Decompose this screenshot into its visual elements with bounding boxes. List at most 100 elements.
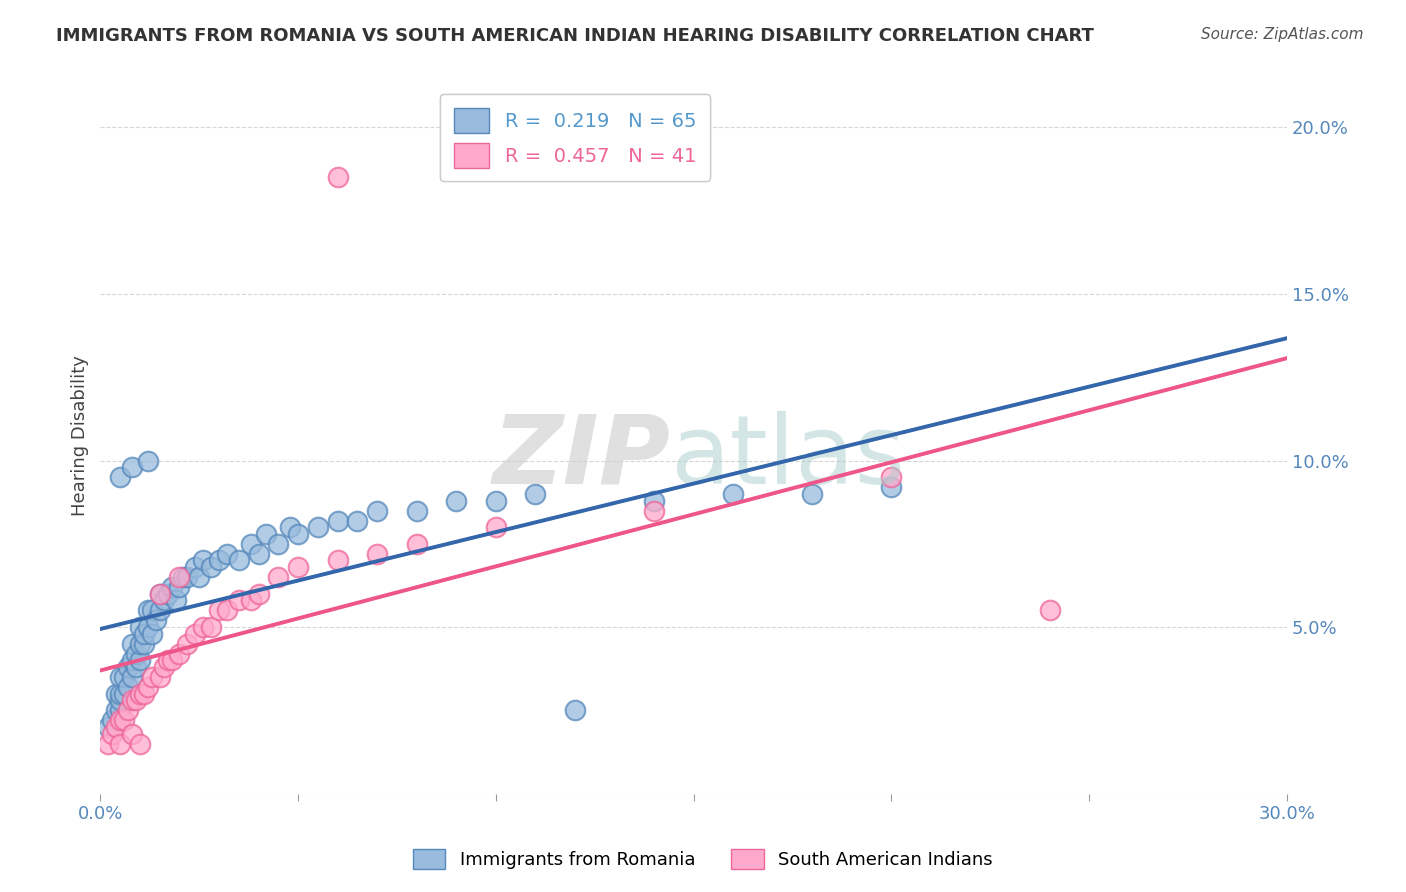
Point <box>105 687 128 701</box>
Point <box>326 553 349 567</box>
Point <box>152 660 174 674</box>
Point <box>121 693 143 707</box>
Y-axis label: Hearing Disability: Hearing Disability <box>72 355 89 516</box>
Point <box>239 593 262 607</box>
Point <box>278 520 301 534</box>
Point <box>149 587 172 601</box>
Point <box>267 570 290 584</box>
Point <box>141 670 163 684</box>
Point <box>172 570 194 584</box>
Point <box>136 680 159 694</box>
Point <box>149 603 172 617</box>
Point <box>125 660 148 674</box>
Point <box>132 627 155 641</box>
Text: atlas: atlas <box>669 410 905 504</box>
Point <box>176 570 198 584</box>
Point <box>149 670 172 684</box>
Point <box>156 653 179 667</box>
Point <box>129 637 152 651</box>
Point <box>117 660 139 674</box>
Text: Source: ZipAtlas.com: Source: ZipAtlas.com <box>1201 27 1364 42</box>
Point <box>801 487 824 501</box>
Point <box>247 547 270 561</box>
Point <box>267 537 290 551</box>
Point <box>160 653 183 667</box>
Point <box>366 547 388 561</box>
Point <box>108 470 131 484</box>
Point <box>405 537 427 551</box>
Point <box>326 514 349 528</box>
Point <box>141 627 163 641</box>
Point <box>287 526 309 541</box>
Point <box>121 637 143 651</box>
Point <box>108 737 131 751</box>
Point <box>564 703 586 717</box>
Point <box>169 570 191 584</box>
Point <box>121 670 143 684</box>
Point <box>121 653 143 667</box>
Point <box>228 553 250 567</box>
Point <box>346 514 368 528</box>
Point <box>121 727 143 741</box>
Point <box>256 526 278 541</box>
Point <box>156 587 179 601</box>
Text: ZIP: ZIP <box>492 410 669 504</box>
Point <box>193 620 215 634</box>
Point <box>136 603 159 617</box>
Point <box>112 687 135 701</box>
Point <box>287 560 309 574</box>
Point <box>188 570 211 584</box>
Text: IMMIGRANTS FROM ROMANIA VS SOUTH AMERICAN INDIAN HEARING DISABILITY CORRELATION : IMMIGRANTS FROM ROMANIA VS SOUTH AMERICA… <box>56 27 1094 45</box>
Point <box>108 670 131 684</box>
Point <box>121 460 143 475</box>
Point <box>326 170 349 185</box>
Point <box>112 670 135 684</box>
Point <box>169 647 191 661</box>
Point <box>152 593 174 607</box>
Point <box>208 553 231 567</box>
Point <box>200 620 222 634</box>
Point <box>485 493 508 508</box>
Point <box>117 703 139 717</box>
Point <box>880 480 903 494</box>
Point <box>721 487 744 501</box>
Point <box>239 537 262 551</box>
Point <box>101 714 124 728</box>
Point <box>307 520 329 534</box>
Point <box>97 737 120 751</box>
Point <box>129 653 152 667</box>
Point <box>215 603 238 617</box>
Point <box>366 503 388 517</box>
Point <box>108 714 131 728</box>
Point <box>643 503 665 517</box>
Point <box>125 693 148 707</box>
Point <box>169 580 191 594</box>
Point <box>165 593 187 607</box>
Point <box>184 627 207 641</box>
Point <box>193 553 215 567</box>
Point <box>524 487 547 501</box>
Point <box>136 620 159 634</box>
Point <box>405 503 427 517</box>
Point <box>136 453 159 467</box>
Point <box>125 647 148 661</box>
Point <box>228 593 250 607</box>
Point <box>485 520 508 534</box>
Point <box>176 637 198 651</box>
Point <box>112 714 135 728</box>
Point <box>105 720 128 734</box>
Point <box>643 493 665 508</box>
Point <box>108 703 131 717</box>
Point <box>145 614 167 628</box>
Point <box>132 687 155 701</box>
Point <box>200 560 222 574</box>
Point <box>108 687 131 701</box>
Point <box>160 580 183 594</box>
Point <box>208 603 231 617</box>
Point <box>97 720 120 734</box>
Point <box>880 470 903 484</box>
Legend: Immigrants from Romania, South American Indians: Immigrants from Romania, South American … <box>404 839 1002 879</box>
Point <box>105 703 128 717</box>
Point <box>129 737 152 751</box>
Point <box>215 547 238 561</box>
